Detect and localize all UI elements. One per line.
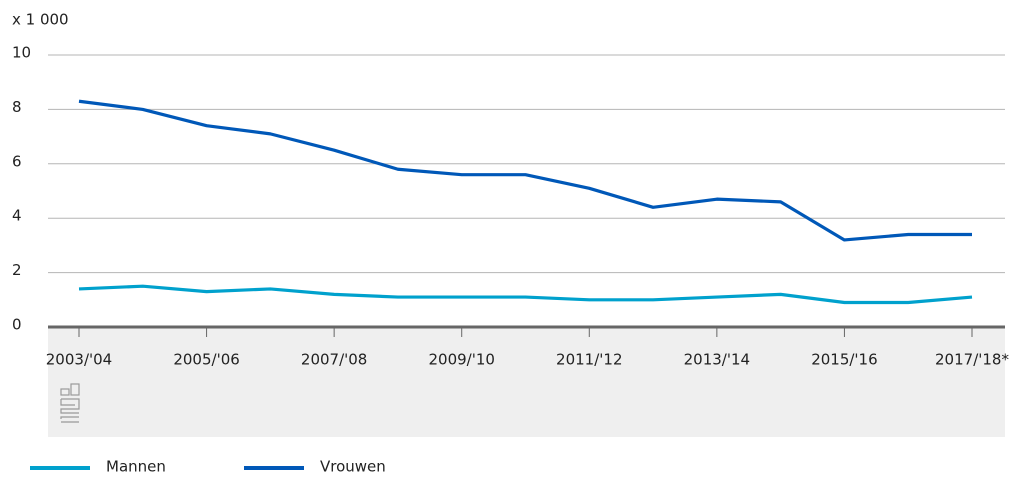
y-tick-label: 0 <box>12 316 22 334</box>
cbs-logo <box>60 383 80 423</box>
x-tick-label: 2011/'12 <box>556 351 622 369</box>
y-tick-label: 8 <box>12 98 22 116</box>
x-tick-label: 2007/'08 <box>301 351 367 369</box>
x-tick-label: 2003/'04 <box>46 351 112 369</box>
y-tick-label: 10 <box>12 44 31 62</box>
footer-band <box>48 327 1005 437</box>
x-tick-label: 2017/'18* <box>935 351 1009 369</box>
x-tick-label: 2013/'14 <box>684 351 750 369</box>
x-tick-label: 2009/'10 <box>428 351 494 369</box>
legend-label: Vrouwen <box>320 458 386 476</box>
y-unit-label: x 1 000 <box>12 11 69 29</box>
y-tick-label: 6 <box>12 152 22 170</box>
series-line <box>78 99 972 242</box>
y-tick-label: 4 <box>12 207 22 225</box>
y-tick-label: 2 <box>12 261 22 279</box>
series-line <box>78 284 973 305</box>
x-tick-label: 2005/'06 <box>173 351 239 369</box>
legend-label: Mannen <box>106 458 166 476</box>
x-tick-label: 2015/'16 <box>811 351 877 369</box>
